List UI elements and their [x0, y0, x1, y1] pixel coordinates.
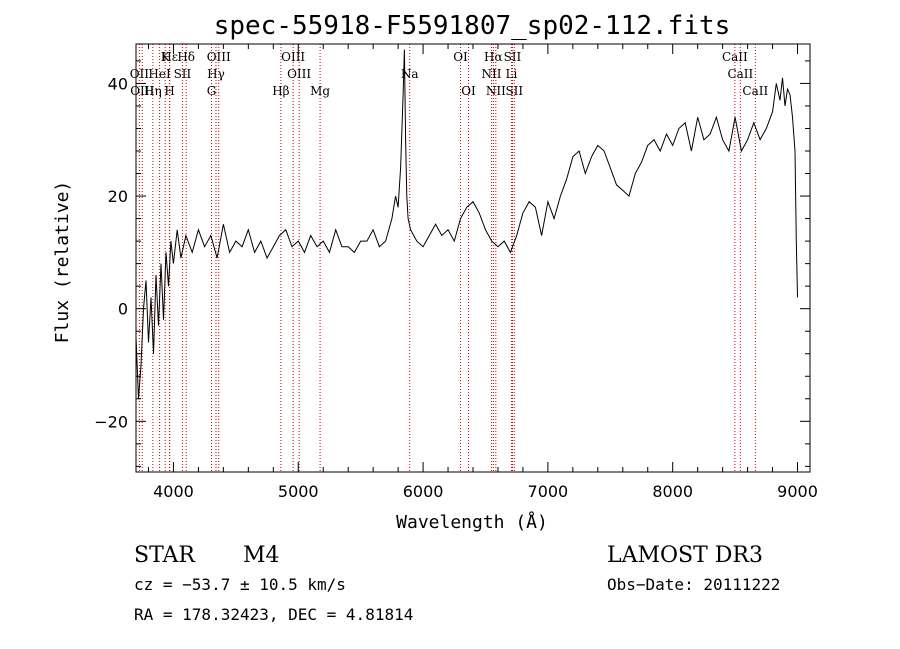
spectral-line-label: Mg [310, 84, 330, 98]
spectral-lines [138, 44, 756, 472]
y-tick-label: 0 [118, 300, 128, 319]
spectral-line-label: Hδ [177, 50, 195, 64]
spectral-line-label: HeI [148, 67, 171, 81]
spectral-line-label: Na [401, 67, 419, 81]
spectral-line-label: Hγ [207, 67, 225, 81]
spectral-line-label: CaII [722, 50, 748, 64]
spectral-line-label: OI [453, 50, 468, 64]
spectral-line-label: SII [174, 67, 192, 81]
spectral-line-label: CaII [742, 84, 768, 98]
redshift-cz: cz = −53.7 ± 10.5 km/s [134, 575, 346, 594]
survey-name: LAMOST DR3 [607, 543, 763, 568]
spectral-line-label: SII [505, 84, 523, 98]
coordinates: RA = 178.32423, DEC = 4.81814 [134, 605, 413, 624]
spectral-line-label: OIII [281, 50, 305, 64]
axis-ticks: 4000 5000 6000 7000 8000 9000 −20 0 20 40 [94, 44, 818, 501]
spectral-line-label: OII [130, 67, 150, 81]
object-class: STAR [134, 543, 196, 568]
spectral-line-label: Hβ [272, 84, 289, 98]
spectral-line-label: SII [504, 50, 522, 64]
y-tick-label: 40 [108, 74, 128, 93]
spectral-line-label: Hα [484, 50, 503, 64]
x-tick-label: 6000 [403, 482, 444, 501]
observation-date: Obs−Date: 20111222 [607, 575, 780, 594]
y-axis-label: Flux (relative) [52, 181, 73, 344]
chart-title: spec-55918-F5591807_sp02-112.fits [214, 11, 731, 41]
spectral-line-label: OIII [207, 50, 231, 64]
spectral-line-label: G [207, 84, 217, 98]
spectral-line-label: Hη [144, 84, 162, 98]
y-tick-label: 20 [108, 187, 128, 206]
y-tick-label: −20 [94, 412, 128, 431]
x-tick-label: 8000 [652, 482, 693, 501]
spectral-line-label: OI [461, 84, 476, 98]
x-axis-label: Wavelength (Å) [396, 511, 548, 533]
spectral-line-label: OIII [287, 67, 311, 81]
spectral-line-label: K [161, 50, 171, 64]
x-tick-label: 5000 [278, 482, 319, 501]
spectrum-series-line [135, 49, 798, 399]
spectral-line-label: NII [481, 67, 501, 81]
object-subclass: M4 [243, 543, 280, 568]
x-tick-label: 7000 [528, 482, 569, 501]
x-tick-label: 9000 [777, 482, 818, 501]
x-tick-label: 4000 [153, 482, 194, 501]
spectral-line-label: H [164, 84, 174, 98]
spectral-line-label: NII [486, 84, 506, 98]
spectral-line-label: Li [506, 67, 518, 81]
plot-frame [135, 43, 811, 473]
spectral-line-label: CaII [727, 67, 753, 81]
